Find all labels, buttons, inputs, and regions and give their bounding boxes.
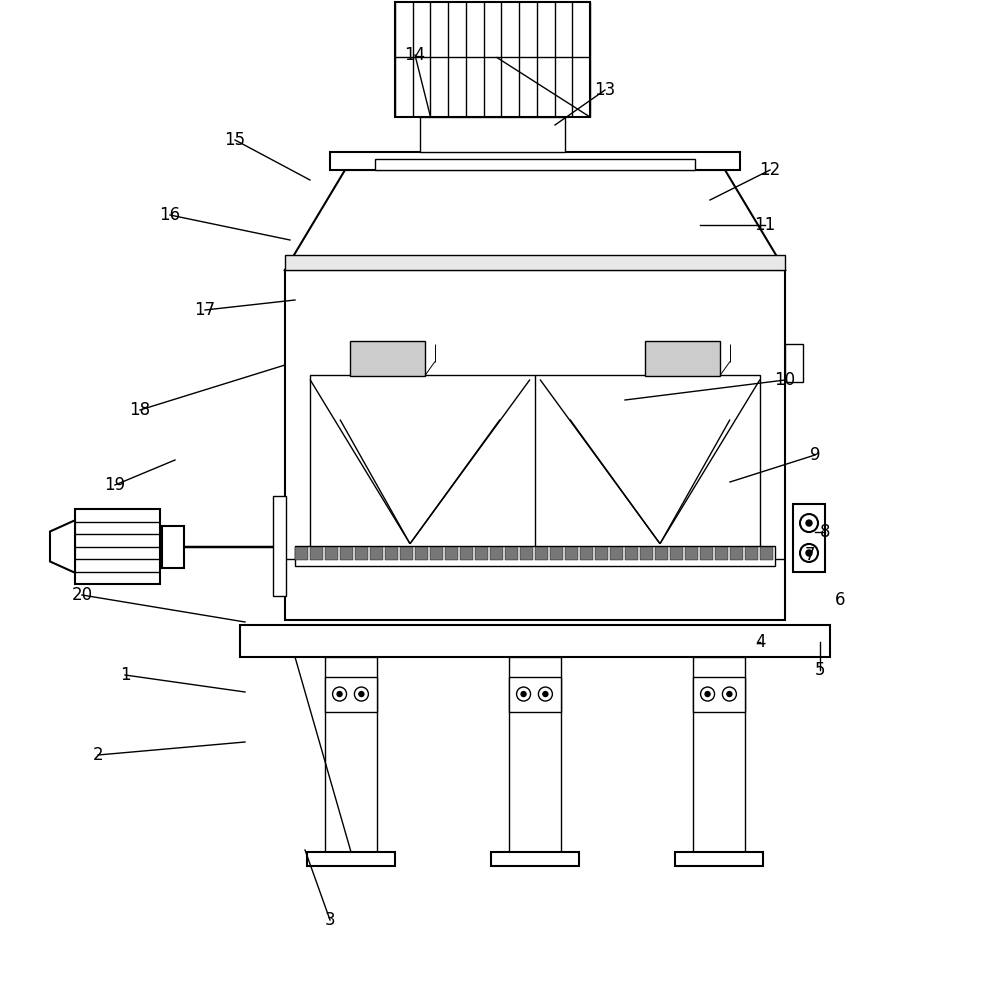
Bar <box>325 676 377 712</box>
Bar <box>645 340 720 375</box>
Bar <box>375 159 695 170</box>
Bar <box>240 625 830 657</box>
Bar <box>430 547 443 560</box>
Bar <box>273 496 286 596</box>
Bar <box>625 547 638 560</box>
Text: 5: 5 <box>815 661 825 679</box>
Text: 16: 16 <box>159 206 181 224</box>
Bar <box>675 852 763 866</box>
Bar <box>565 547 578 560</box>
Bar <box>693 657 745 852</box>
Circle shape <box>359 692 364 697</box>
Text: 10: 10 <box>774 371 796 389</box>
Bar <box>325 657 377 852</box>
Bar <box>491 852 579 866</box>
Circle shape <box>337 692 342 697</box>
Bar <box>75 509 160 584</box>
Text: 20: 20 <box>71 586 93 604</box>
Text: 8: 8 <box>820 523 830 541</box>
Circle shape <box>727 692 732 697</box>
Bar <box>340 547 353 560</box>
Text: 6: 6 <box>835 591 845 609</box>
Bar <box>395 2 590 117</box>
Text: 2: 2 <box>93 746 103 764</box>
Bar <box>295 546 775 566</box>
Bar <box>693 676 745 712</box>
Bar <box>655 547 668 560</box>
Text: 18: 18 <box>129 401 151 419</box>
Bar <box>325 547 338 560</box>
Bar <box>475 547 488 560</box>
Polygon shape <box>50 520 75 573</box>
Bar <box>785 344 803 382</box>
Bar <box>490 547 503 560</box>
Bar <box>330 152 740 170</box>
Text: 9: 9 <box>810 446 820 464</box>
Text: 7: 7 <box>805 546 815 564</box>
Bar <box>535 547 548 560</box>
Circle shape <box>543 692 548 697</box>
Text: 13: 13 <box>594 81 616 99</box>
Bar <box>509 657 561 852</box>
Bar <box>307 852 395 866</box>
Bar <box>415 547 428 560</box>
Bar <box>162 526 184 568</box>
Bar <box>285 270 785 620</box>
Circle shape <box>806 520 812 526</box>
Bar <box>610 547 623 560</box>
Bar <box>509 676 561 712</box>
Bar <box>670 547 683 560</box>
Bar <box>715 547 728 560</box>
Text: 19: 19 <box>104 476 126 494</box>
Bar <box>595 547 608 560</box>
Bar <box>760 547 773 560</box>
Polygon shape <box>285 170 785 270</box>
Circle shape <box>806 550 812 556</box>
Bar <box>310 547 323 560</box>
Text: 15: 15 <box>224 131 246 149</box>
Bar <box>460 547 473 560</box>
Bar <box>420 117 565 152</box>
Text: 11: 11 <box>754 216 776 234</box>
Bar <box>285 255 785 270</box>
Text: 14: 14 <box>404 46 426 64</box>
Bar <box>745 547 758 560</box>
Bar <box>520 547 533 560</box>
Bar <box>700 547 713 560</box>
Bar <box>505 547 518 560</box>
Text: 3: 3 <box>325 911 335 929</box>
Circle shape <box>521 692 526 697</box>
Bar <box>580 547 593 560</box>
Bar <box>445 547 458 560</box>
Bar <box>385 547 398 560</box>
Bar <box>550 547 563 560</box>
Text: 17: 17 <box>194 301 216 319</box>
Bar <box>350 340 425 375</box>
Bar <box>793 504 825 572</box>
Bar <box>295 547 308 560</box>
Text: 4: 4 <box>755 633 765 651</box>
Bar <box>730 547 743 560</box>
Bar <box>355 547 368 560</box>
Bar <box>400 547 413 560</box>
Bar <box>310 374 760 559</box>
Bar <box>370 547 383 560</box>
Text: 1: 1 <box>120 666 130 684</box>
Bar <box>685 547 698 560</box>
Text: 12: 12 <box>759 161 781 179</box>
Circle shape <box>705 692 710 697</box>
Bar <box>640 547 653 560</box>
